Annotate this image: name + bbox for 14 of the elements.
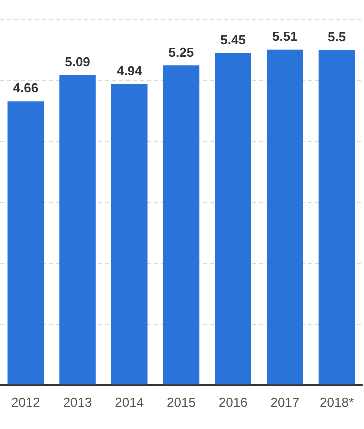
x-tick-label: 2017 (270, 394, 300, 410)
x-tick-label: 2012 (11, 394, 40, 410)
data-label: 5.09 (65, 54, 90, 70)
data-label: 4.66 (13, 80, 39, 96)
x-tick-label: 2014 (115, 394, 144, 410)
data-label: 5.25 (168, 44, 194, 60)
x-tick-label: 2013 (63, 394, 92, 410)
data-label: 4.94 (116, 64, 144, 79)
x-tick-label: 2015 (167, 394, 196, 410)
x-tick-label: 2016 (218, 394, 248, 410)
data-label: 5.45 (220, 32, 246, 48)
x-tick-label: 2018* (320, 394, 354, 410)
data-label: 5.51 (272, 28, 298, 44)
data-label: 5.5 (328, 30, 346, 45)
